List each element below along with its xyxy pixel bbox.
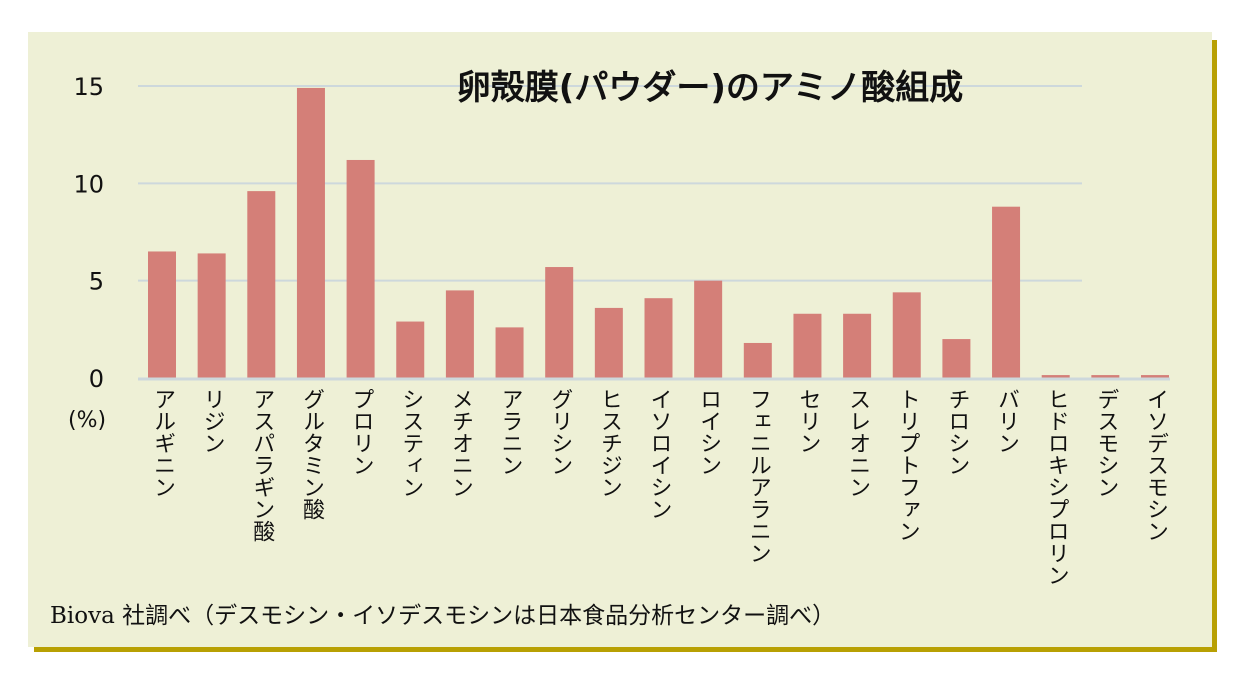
bar	[197, 253, 226, 378]
x-tick-label: ヒドロキシプロリン	[1043, 388, 1069, 586]
bar	[346, 159, 375, 378]
y-tick-label: 15	[73, 73, 104, 101]
bar	[1091, 375, 1120, 378]
bar	[694, 280, 723, 378]
bar	[495, 327, 524, 378]
bar	[545, 267, 574, 378]
y-axis-unit: (%)	[68, 408, 107, 433]
bar	[594, 307, 623, 378]
x-tick-label: ロイシン	[696, 388, 722, 476]
x-tick-label: グルタミン酸	[298, 388, 324, 520]
y-tick-label: 10	[73, 170, 104, 198]
x-tick-label: グリシン	[547, 388, 573, 476]
bar	[1141, 375, 1169, 378]
source-note: Biova 社調べ（デスモシン・イソデスモシンは日本食品分析センター調べ）	[50, 603, 836, 629]
x-tick-label: アスパラギン酸	[249, 388, 275, 542]
x-tick-label: アルギニン	[150, 388, 175, 498]
bar	[396, 321, 425, 378]
bar	[445, 290, 474, 378]
bar	[148, 251, 176, 378]
bar	[743, 342, 772, 378]
bar	[296, 87, 325, 379]
chart-title: 卵殻膜(パウダー)のアミノ酸組成	[456, 68, 964, 108]
x-tick-label: フェニルアラニン	[745, 388, 771, 564]
bar	[843, 313, 872, 378]
x-tick-label: システィン	[398, 388, 424, 498]
x-tick-label: メチオニン	[447, 388, 473, 498]
x-tick-label: リジン	[199, 388, 225, 454]
x-tick-label: プロリン	[348, 388, 374, 476]
x-tick-label: スレオニン	[845, 388, 871, 498]
x-tick-label: セリン	[795, 388, 821, 454]
x-tick-label: ヒスチジン	[596, 388, 622, 498]
bar	[892, 292, 921, 378]
bar	[942, 339, 971, 378]
x-tick-label: バリン	[994, 388, 1020, 454]
y-tick-label: 5	[89, 268, 104, 296]
x-tick-label: イソデスモシン	[1143, 388, 1168, 542]
x-tick-label: トリプトファン	[894, 388, 920, 542]
y-tick-label: 0	[89, 365, 104, 393]
bar	[1041, 375, 1070, 378]
x-tick-label: イソロイシン	[646, 388, 672, 520]
bar	[992, 206, 1021, 378]
x-tick-label: アラニン	[497, 388, 523, 476]
bar	[793, 313, 822, 378]
bar	[247, 191, 276, 378]
x-tick-label: チロシン	[944, 388, 970, 476]
bar	[644, 298, 673, 378]
x-tick-label: デスモシン	[1093, 388, 1119, 498]
